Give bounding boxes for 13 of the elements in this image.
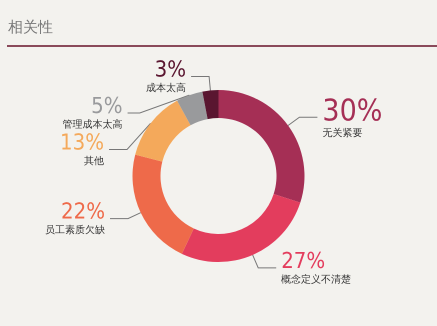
- data-label: 22%: [61, 200, 106, 225]
- data-label: 5%: [91, 94, 123, 119]
- slice-label: 无关紧要: [322, 126, 362, 139]
- slice-label: 管理成本太高: [62, 118, 123, 130]
- data-label: 3%: [154, 57, 186, 82]
- data-label: 27%: [281, 248, 326, 274]
- data-label: 13%: [60, 130, 104, 156]
- slice-label: 其他: [84, 154, 104, 167]
- slice-label: 概念定义不清楚: [281, 273, 352, 286]
- chart-title: 相关性: [8, 18, 53, 37]
- data-label: 30%: [322, 93, 382, 128]
- slice-label: 成本太高: [146, 82, 186, 94]
- slice-label: 员工素质欠缺: [45, 224, 106, 236]
